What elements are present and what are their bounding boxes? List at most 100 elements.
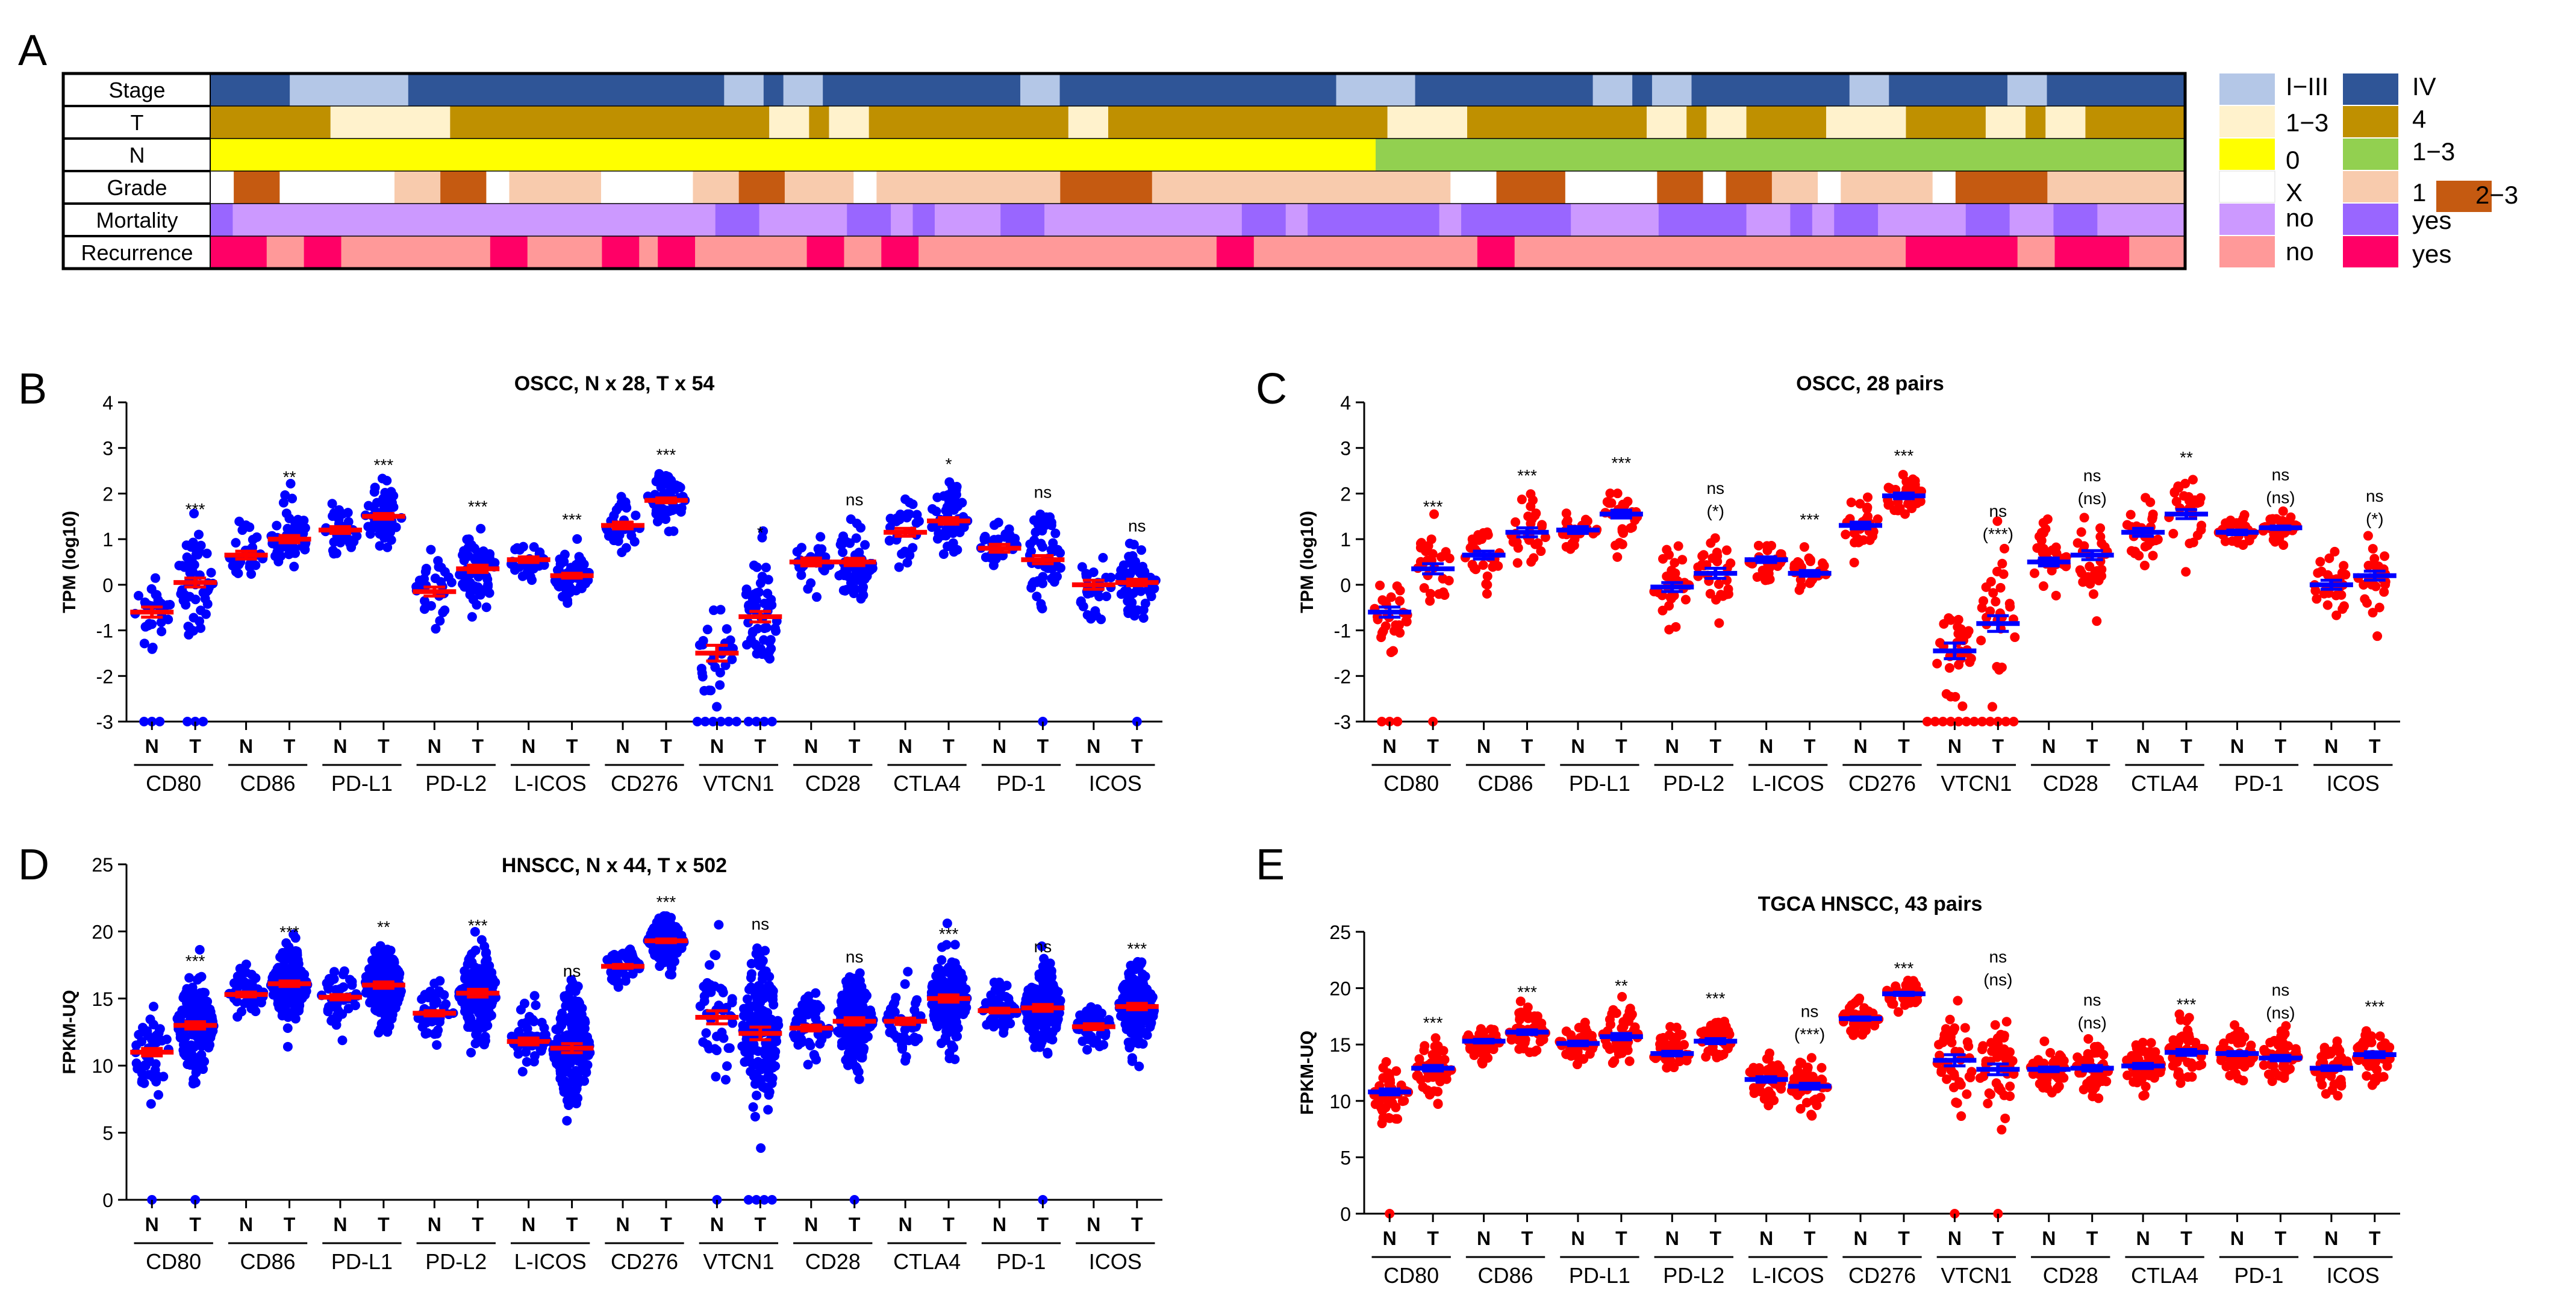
data-point (631, 510, 641, 520)
data-point (472, 600, 482, 610)
data-point (1426, 588, 1436, 599)
heatmap-cell (1020, 73, 1061, 106)
heatmap-cell (2129, 236, 2186, 269)
data-point (1435, 1075, 1445, 1085)
data-point (435, 616, 445, 626)
data-point (1086, 614, 1096, 624)
data-point (752, 562, 762, 572)
data-point (206, 567, 216, 578)
heatmap-cell (1592, 73, 1633, 106)
data-point (664, 969, 675, 979)
data-point (1981, 582, 1991, 592)
heatmap-cell (1812, 204, 1835, 236)
data-point (811, 1014, 821, 1024)
data-point (345, 975, 355, 985)
data-point (2092, 566, 2103, 576)
gene-label: CD28 (2043, 771, 2098, 796)
data-point (479, 941, 490, 952)
data-point (278, 498, 288, 508)
heatmap-cell (1841, 171, 1933, 204)
data-point (1954, 660, 1964, 670)
heatmap-cell (1439, 204, 1462, 236)
gene-label: ICOS (2327, 771, 2380, 796)
data-point (1705, 588, 1715, 599)
data-point (715, 680, 725, 690)
heatmap-cell (1955, 171, 2048, 204)
data-point (426, 544, 436, 555)
data-point (704, 685, 714, 696)
floor-point (155, 717, 165, 726)
data-point (655, 918, 666, 928)
heatmap-cell (738, 171, 785, 204)
data-point (246, 569, 257, 579)
group-label: N (710, 1214, 724, 1235)
data-point (1561, 508, 1571, 519)
data-point (1414, 1054, 1424, 1064)
data-point (937, 942, 947, 952)
gene-label: CD276 (1848, 771, 1916, 796)
data-point (251, 973, 261, 983)
data-point (1895, 503, 1905, 513)
data-point (1707, 553, 1718, 563)
paired-significance-label: (*) (2366, 510, 2384, 528)
heatmap-cell (693, 171, 740, 204)
gene-label: CTLA4 (2131, 771, 2198, 796)
data-point (1762, 545, 1773, 555)
data-point (249, 1003, 259, 1014)
data-point (292, 948, 302, 958)
data-point (1425, 596, 1435, 606)
data-point (1420, 1041, 1430, 1051)
heatmap-cell (1706, 106, 1747, 139)
data-point (382, 476, 392, 486)
data-point (1377, 628, 1387, 638)
data-point (941, 505, 951, 516)
significance-label: ns (1706, 479, 1724, 498)
data-point (1395, 596, 1405, 606)
group-label: T (1898, 735, 1910, 757)
data-point (2051, 590, 2061, 601)
data-point (939, 491, 949, 501)
data-point (815, 1038, 825, 1049)
data-point (999, 1021, 1009, 1031)
data-point (525, 572, 535, 582)
floor-point (692, 717, 702, 726)
data-point (2010, 632, 2020, 642)
data-point (1901, 476, 1912, 487)
gene-label: PD-L2 (425, 771, 487, 796)
data-point (560, 549, 570, 560)
heatmap-cell (715, 204, 760, 236)
data-point (343, 517, 354, 527)
group-label: T (472, 1214, 484, 1235)
data-point (603, 531, 614, 541)
y-tick-label: 1 (102, 529, 113, 551)
data-point (935, 969, 946, 979)
heatmap-cell (918, 236, 1217, 269)
heatmap-row-label: Recurrence (81, 240, 193, 265)
data-point (290, 933, 301, 943)
data-point (280, 490, 290, 501)
data-point (626, 531, 637, 541)
heatmap-cell (266, 236, 305, 269)
heatmap-cell (891, 204, 914, 236)
data-point (836, 1007, 846, 1017)
data-point (701, 1028, 711, 1038)
gene-label: CD276 (611, 1249, 678, 1274)
data-point (1524, 1047, 1535, 1058)
group-label: T (1992, 735, 2004, 757)
data-point (764, 646, 775, 656)
data-point (294, 1003, 304, 1014)
group-label: T (1131, 735, 1143, 757)
group-label: T (755, 735, 767, 757)
heatmap-legend-label: 2−3 (2475, 181, 2518, 209)
data-point (181, 540, 192, 551)
data-point (157, 626, 167, 637)
heatmap-cell (279, 171, 395, 204)
y-tick-label: -1 (96, 620, 113, 642)
data-point (763, 1050, 773, 1060)
gene-label: CD80 (146, 771, 201, 796)
data-point (1138, 613, 1149, 623)
data-point (2322, 600, 2333, 610)
panel-e-chart: E TGCA HNSCC, 43 pairs0510152025FPKM-UQN… (1256, 841, 2400, 1288)
data-point (1796, 581, 1806, 591)
data-point (2139, 560, 2150, 570)
